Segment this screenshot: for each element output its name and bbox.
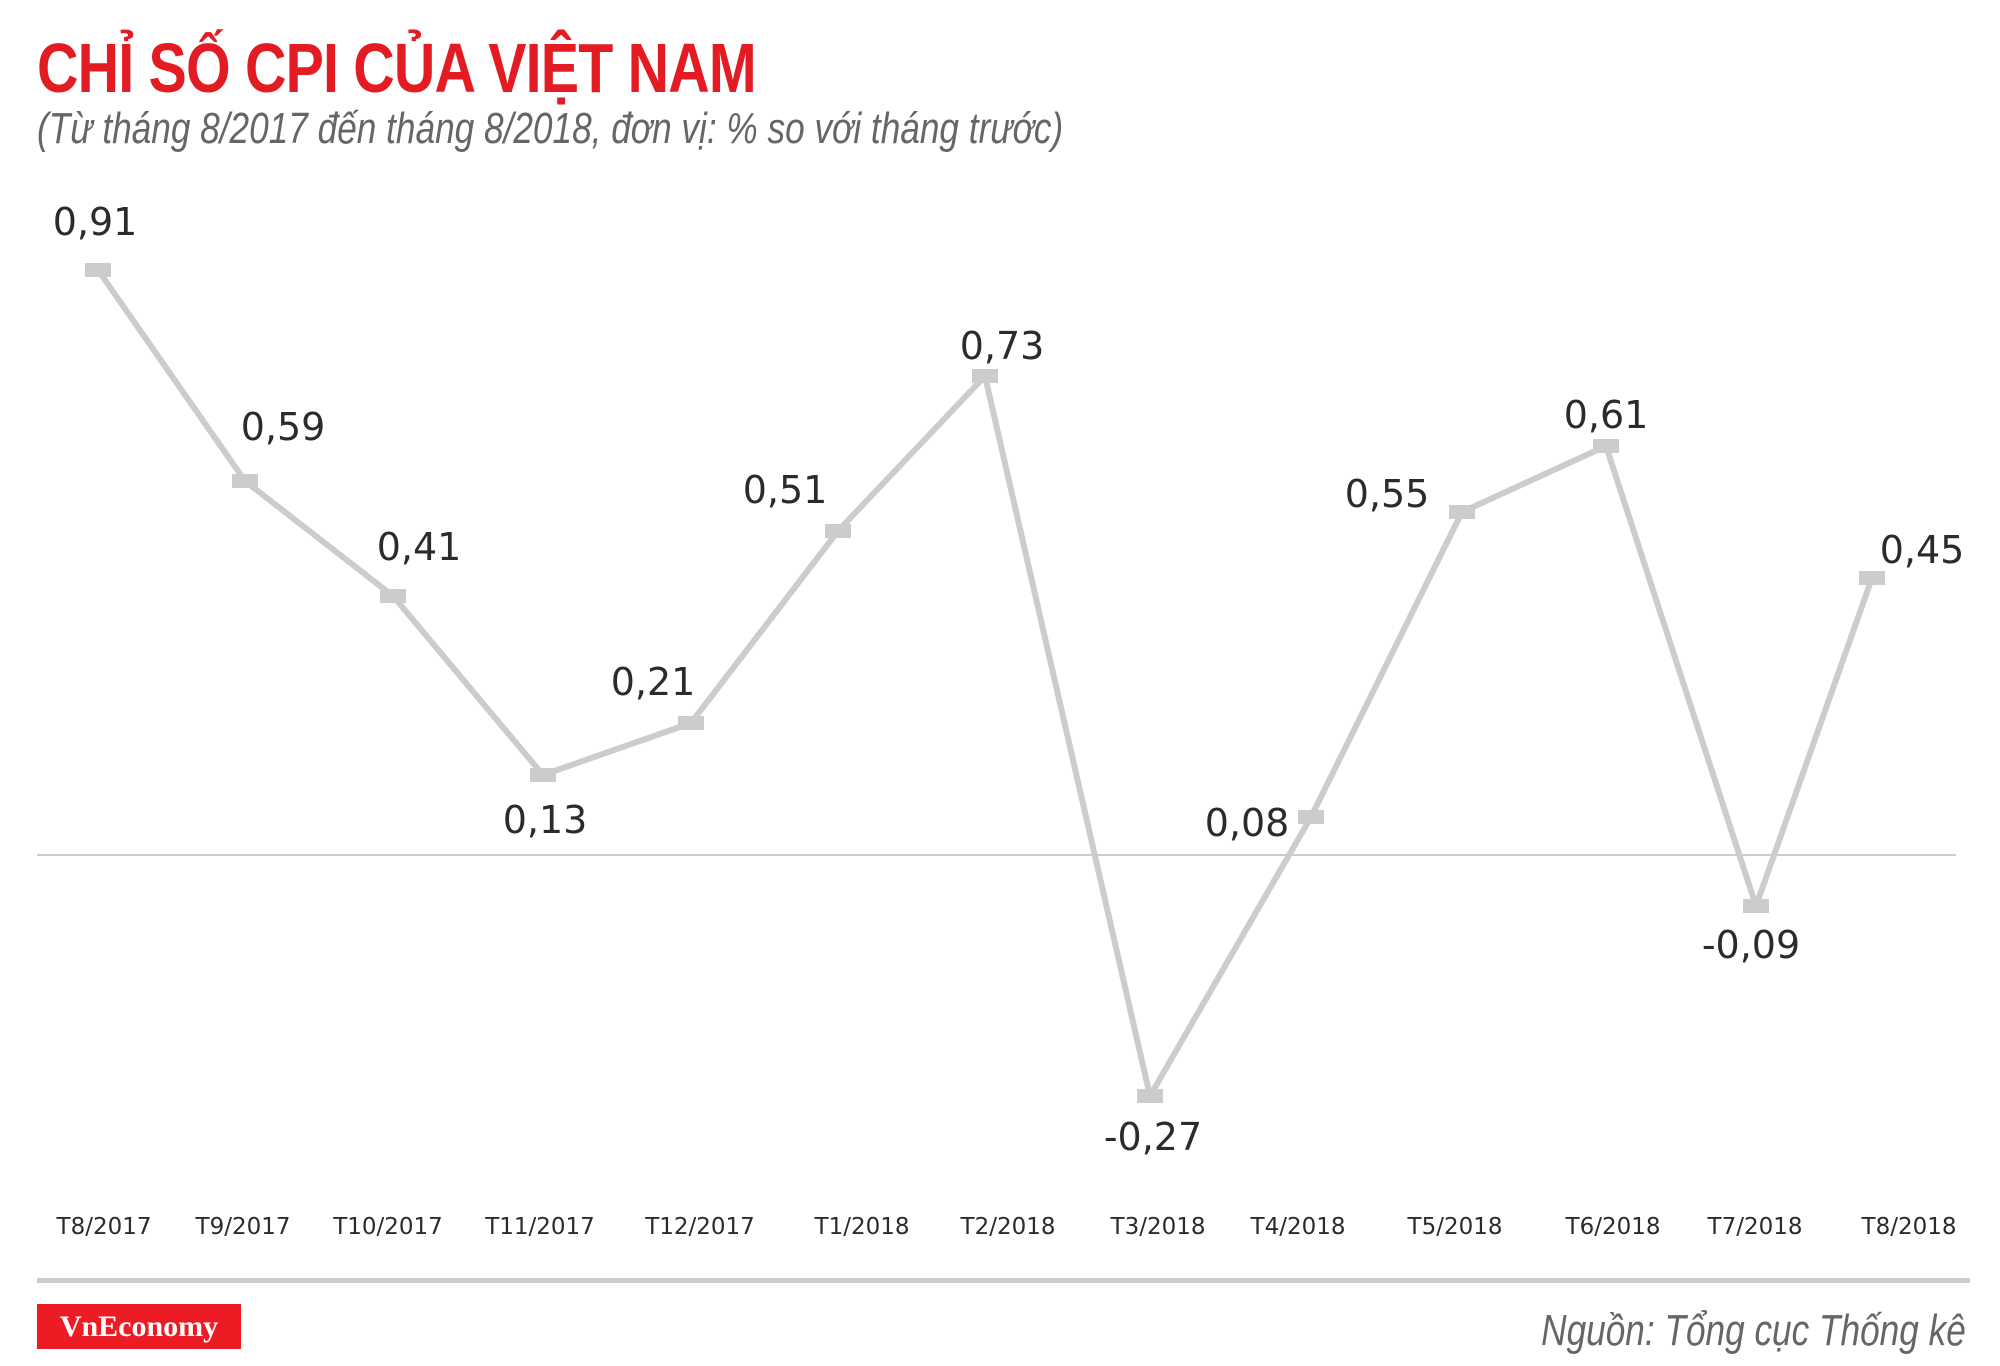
data-marker bbox=[1298, 810, 1324, 824]
x-axis-label: T5/2018 bbox=[1407, 1214, 1503, 1240]
data-value-label: 0,55 bbox=[1345, 472, 1430, 516]
data-marker bbox=[972, 369, 998, 383]
x-axis-label: T2/2018 bbox=[960, 1214, 1056, 1240]
source-note: Nguồn: Tổng cục Thống kê bbox=[1541, 1306, 1966, 1355]
data-marker bbox=[232, 474, 258, 488]
data-value-label: 0,21 bbox=[611, 660, 696, 704]
logo-text: VnEconomy bbox=[59, 1309, 219, 1343]
vneconomy-logo: VnEconomy bbox=[37, 1304, 241, 1349]
data-marker bbox=[825, 524, 851, 538]
x-axis-label: T8/2018 bbox=[1861, 1214, 1957, 1240]
data-marker bbox=[678, 716, 704, 730]
x-axis-label: T11/2017 bbox=[484, 1214, 595, 1240]
data-value-label: -0,09 bbox=[1702, 923, 1800, 967]
x-axis-label: T10/2017 bbox=[332, 1214, 443, 1240]
data-value-label: 0,73 bbox=[960, 324, 1045, 368]
x-axis-label: T6/2018 bbox=[1565, 1214, 1661, 1240]
x-axis-label: T9/2017 bbox=[195, 1214, 291, 1240]
data-value-label: 0,45 bbox=[1880, 528, 1965, 572]
footer-divider bbox=[37, 1278, 1970, 1283]
data-markers bbox=[85, 263, 1885, 1103]
data-value-label: 0,41 bbox=[377, 525, 462, 569]
x-axis-label: T3/2018 bbox=[1110, 1214, 1206, 1240]
data-marker bbox=[1449, 505, 1475, 519]
data-marker bbox=[380, 589, 406, 603]
x-axis-label: T7/2018 bbox=[1707, 1214, 1803, 1240]
x-axis-label: T4/2018 bbox=[1250, 1214, 1346, 1240]
data-marker bbox=[1859, 571, 1885, 585]
data-marker bbox=[85, 263, 111, 277]
data-marker bbox=[1743, 899, 1769, 913]
chart-subtitle: (Từ tháng 8/2017 đến tháng 8/2018, đơn v… bbox=[37, 104, 1064, 153]
data-value-label: 0,51 bbox=[743, 468, 828, 512]
data-value-label: -0,27 bbox=[1104, 1115, 1202, 1159]
data-marker bbox=[530, 768, 556, 782]
x-axis-label: T8/2017 bbox=[56, 1214, 152, 1240]
data-marker bbox=[1137, 1089, 1163, 1103]
data-value-label: 0,13 bbox=[503, 798, 588, 842]
x-axis-labels: T8/2017 T9/2017 T10/2017 T11/2017 T12/2017 T1… bbox=[56, 1214, 1957, 1240]
chart-title: CHỈ SỐ CPI CỦA VIỆT NAM bbox=[37, 29, 757, 107]
x-axis-label: T1/2018 bbox=[814, 1214, 910, 1240]
data-value-label: 0,08 bbox=[1205, 801, 1290, 845]
data-value-label: 0,59 bbox=[241, 405, 326, 449]
data-value-label: 0,61 bbox=[1564, 393, 1649, 437]
data-value-label: 0,91 bbox=[53, 200, 138, 244]
data-value-labels: 0,91 0,59 0,41 0,13 0,21 0,51 0,73 -0,27 0,08 0,5… bbox=[53, 200, 1965, 1159]
x-axis-label: T12/2017 bbox=[644, 1214, 755, 1240]
data-marker bbox=[1593, 439, 1619, 453]
